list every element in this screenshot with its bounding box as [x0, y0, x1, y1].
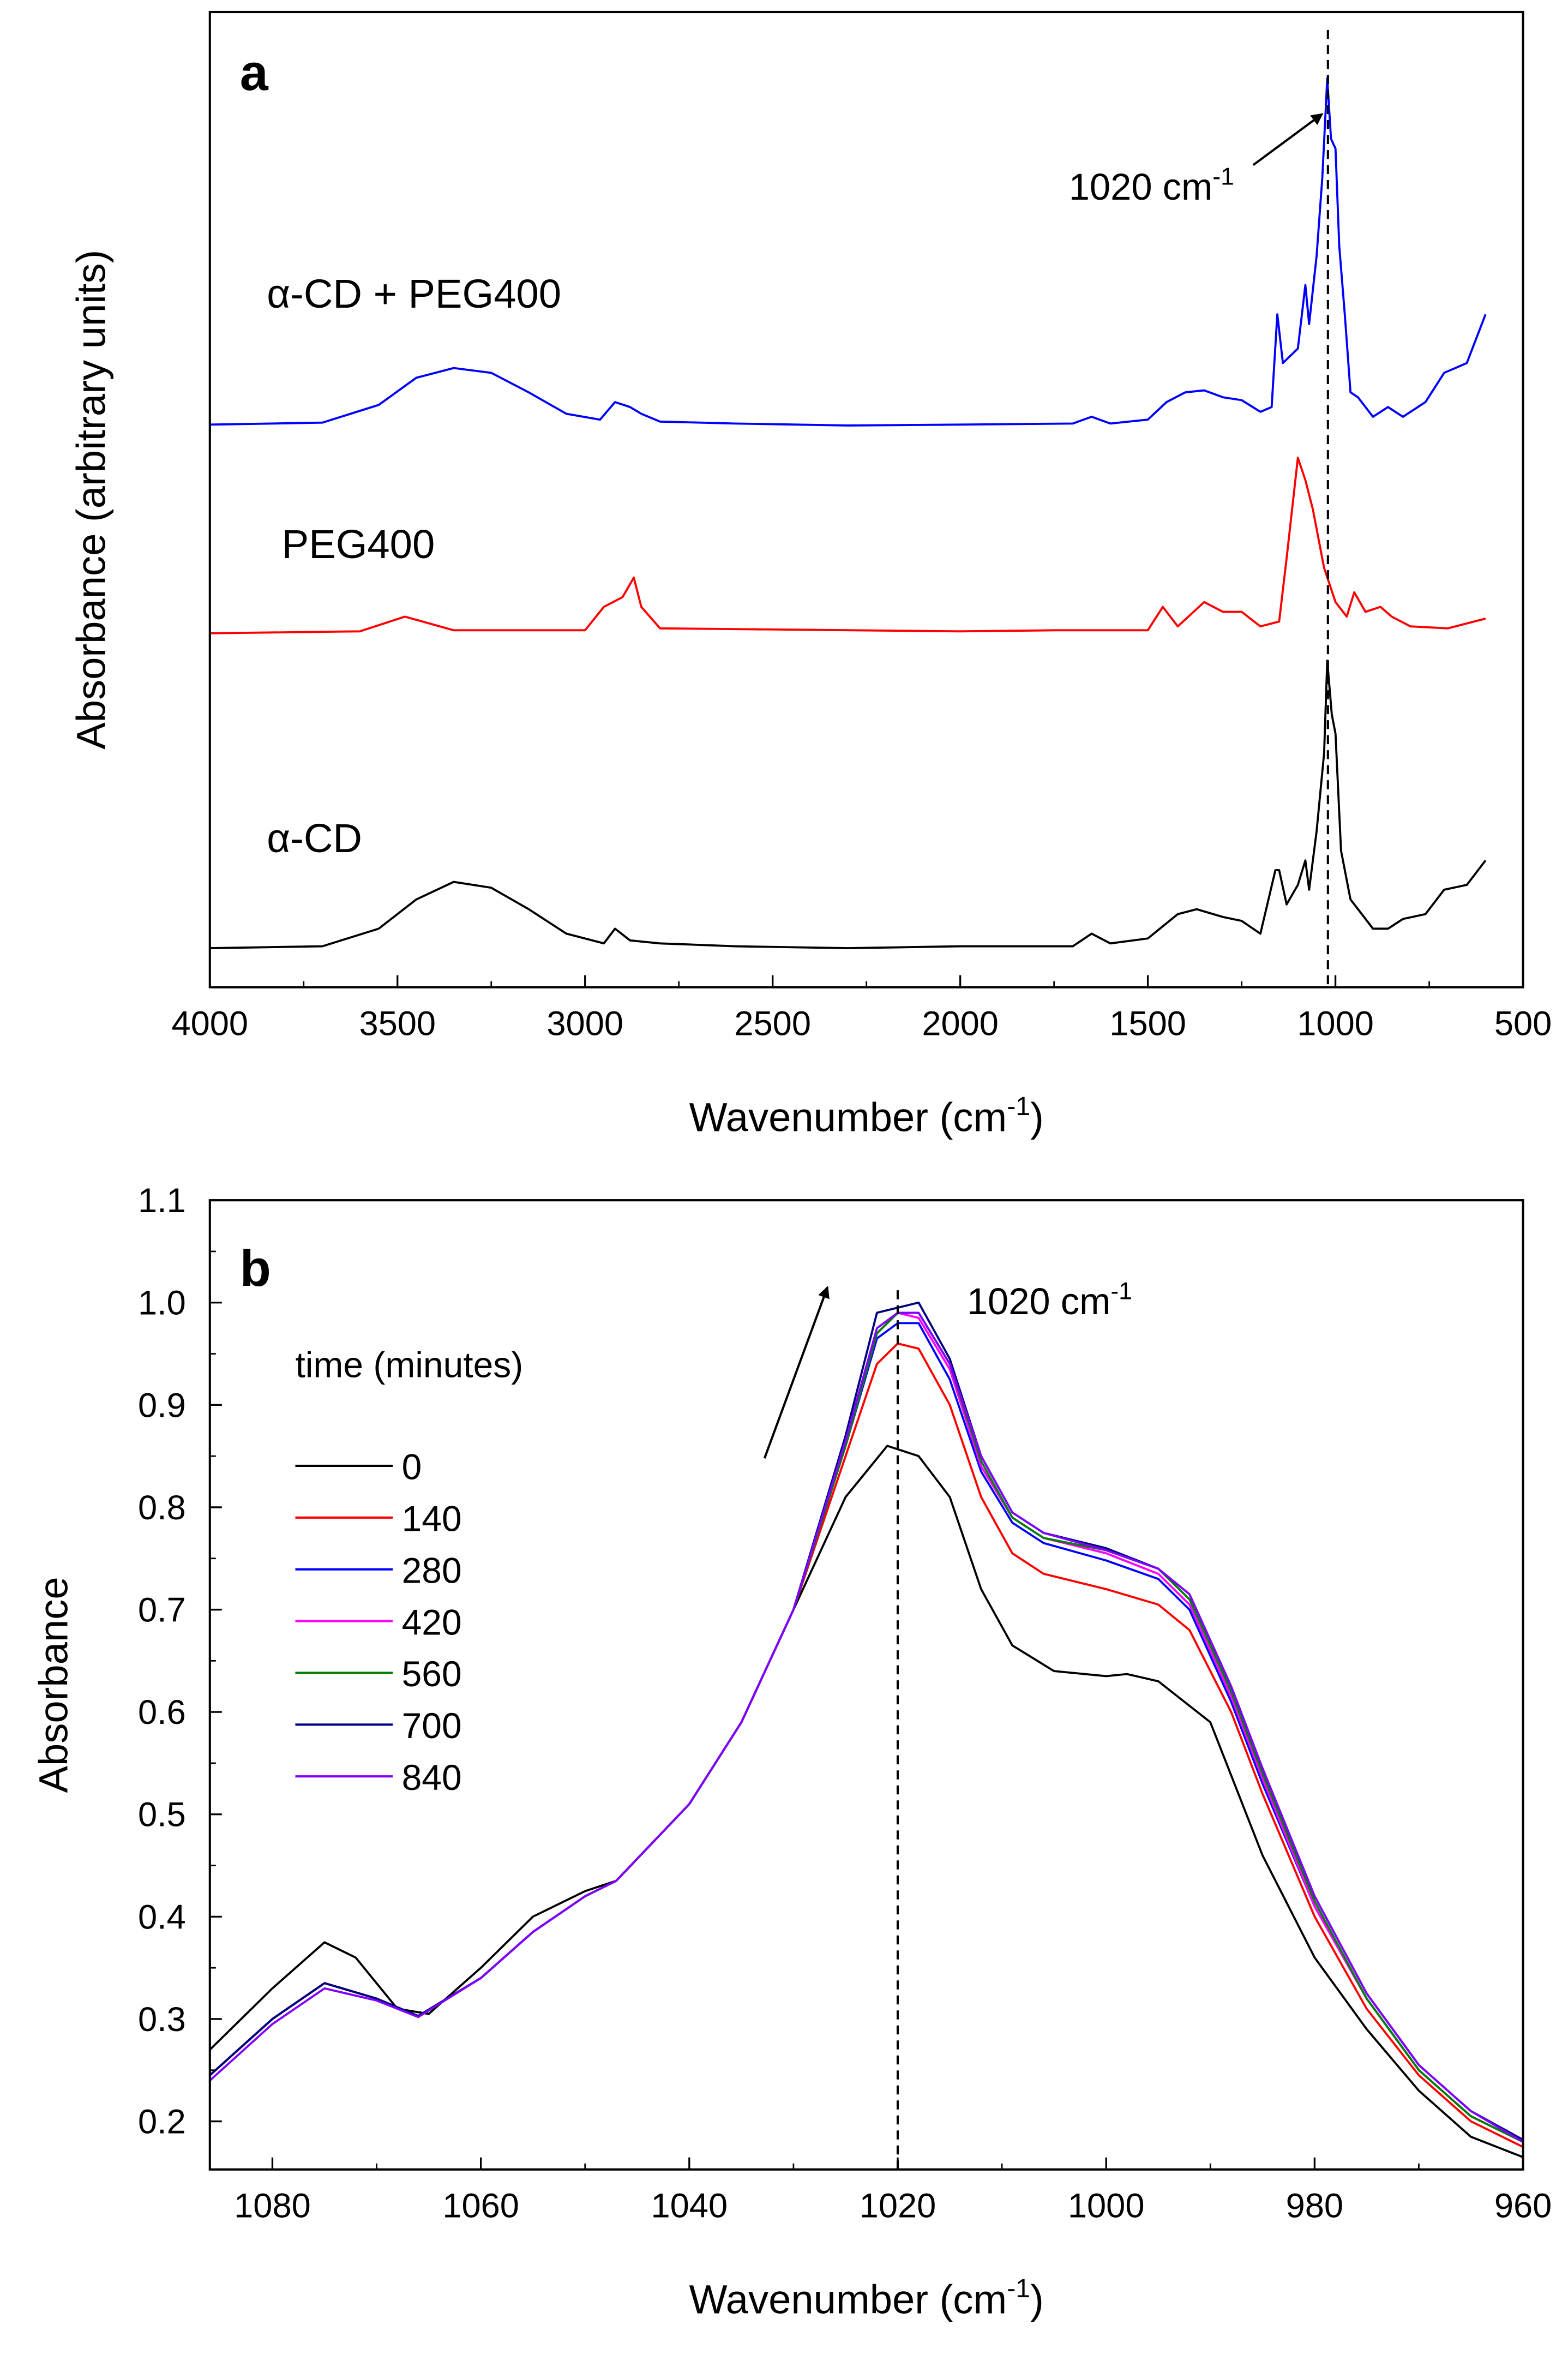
series-label-0: α-CD + PEG400	[267, 271, 561, 316]
panel-label: b	[240, 1239, 271, 1297]
panel-b: 1080 1060 1040 1020 1000 980 960 Wavenumber (cm…	[31, 1182, 1552, 2322]
x-tick-label: 1080	[234, 2187, 311, 2225]
y-axis-label: Absorbance	[31, 1577, 76, 1793]
y-tick-label: 0.7	[138, 1591, 186, 1630]
x-tick-label: 2000	[922, 1005, 999, 1043]
x-axis-label: Wavenumber (cm-1)	[689, 2274, 1044, 2322]
peak-annotation: 1020 cm-1	[1069, 163, 1234, 208]
plot-frame	[208, 1199, 1524, 2171]
increase-arrow	[1252, 113, 1324, 166]
x-tick-label: 1000	[1297, 1005, 1374, 1043]
panel-a: 4000 3500 3000 2500 2000 1500 1000 500 Wavenumbe…	[68, 10, 1552, 1140]
x-tick-label: 1000	[1068, 2187, 1145, 2225]
legend-label-840: 840	[402, 1757, 462, 1798]
y-tick-label: 0.6	[138, 1693, 186, 1732]
y-tick-label: 0.4	[138, 1898, 186, 1936]
x-tick-label: 1040	[651, 2187, 728, 2225]
x-tick-label: 3000	[546, 1005, 623, 1043]
x-tick-label: 1060	[442, 2187, 519, 2225]
y-tick-label: 0.2	[138, 2103, 186, 2141]
x-tick-label: 4000	[171, 1005, 248, 1043]
x-tick-label: 960	[1494, 2187, 1552, 2225]
y-axis-label: Absorbance (arbitrary units)	[68, 250, 113, 750]
increase-arrow	[763, 1286, 830, 1459]
panel-label: a	[240, 44, 269, 101]
legend-label-700: 700	[402, 1705, 462, 1746]
legend-label-140: 140	[402, 1499, 462, 1539]
y-tick-label: 0.9	[138, 1386, 186, 1424]
y-tick-label: 0.3	[138, 2000, 186, 2039]
series-line--CD-PEG400	[209, 77, 1487, 427]
y-tick-label: 0.8	[138, 1489, 186, 1527]
x-tick-label: 2500	[734, 1005, 811, 1043]
series-line-840	[209, 1311, 1524, 2143]
legend-title: time (minutes)	[295, 1345, 523, 1385]
y-tick-label: 1.0	[138, 1284, 186, 1322]
peak-annotation: 1020 cm-1	[967, 1278, 1132, 1323]
y-tick-label: 0.5	[138, 1796, 186, 1834]
x-tick-label: 980	[1286, 2187, 1343, 2225]
legend-label-420: 420	[402, 1602, 462, 1642]
x-tick-label: 1020	[860, 2187, 936, 2225]
x-tick-label: 500	[1494, 1005, 1552, 1043]
series-line--CD	[209, 659, 1487, 950]
legend-label-280: 280	[402, 1550, 462, 1590]
legend-label-0: 0	[402, 1447, 422, 1487]
x-tick-label: 3500	[359, 1005, 436, 1043]
series-label-1: PEG400	[282, 522, 435, 567]
plot-frame	[208, 10, 1524, 989]
series-label-2: α-CD	[267, 816, 362, 861]
series-line-PEG400	[209, 457, 1486, 634]
x-axis-label: Wavenumber (cm-1)	[689, 1092, 1044, 1140]
legend-label-560: 560	[402, 1654, 462, 1694]
x-tick-label: 1500	[1109, 1005, 1186, 1043]
y-tick-label: 1.1	[138, 1182, 186, 1220]
